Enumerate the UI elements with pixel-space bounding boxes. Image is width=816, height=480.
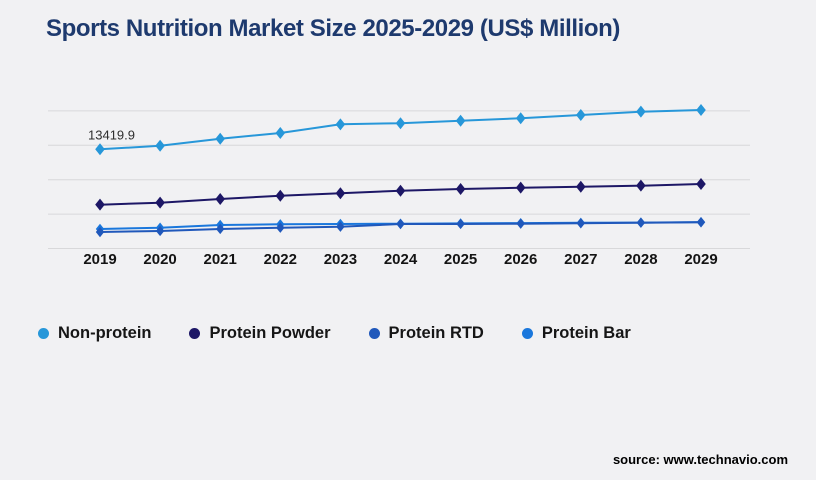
- data-point-marker: [696, 177, 706, 190]
- x-axis-tick-label: 2026: [504, 251, 537, 268]
- data-point-marker: [155, 139, 165, 152]
- data-point-marker: [395, 117, 406, 130]
- data-point-marker: [636, 105, 646, 118]
- x-axis-tick-label: 2028: [624, 251, 657, 268]
- data-point-marker: [275, 189, 286, 202]
- legend-label: Protein Powder: [209, 324, 331, 342]
- data-point-marker: [456, 218, 465, 230]
- legend-item-protein-bar: Protein Bar: [521, 324, 631, 343]
- data-point-marker: [395, 184, 406, 197]
- legend-item-protein-powder: Protein Powder: [189, 324, 331, 343]
- data-point-marker: [396, 218, 405, 230]
- x-axis-tick-label: 2029: [684, 251, 717, 268]
- data-point-marker: [155, 225, 165, 237]
- x-axis-ticks: 2019 2020 2021 2022 2023 2024 2025 2026 2027 2028…: [83, 251, 717, 268]
- data-point-marker: [516, 218, 525, 229]
- data-point-marker: [95, 226, 105, 238]
- chart-legend: Non-protein Protein Powder Protein RTD P…: [38, 324, 631, 343]
- x-axis-tick-label: 2025: [444, 251, 477, 268]
- legend-label: Protein RTD: [388, 324, 484, 342]
- data-point-marker: [696, 217, 706, 228]
- chart-title: Sports Nutrition Market Size 2025-2029 (…: [46, 15, 621, 42]
- data-point-marker: [155, 196, 165, 209]
- data-point-marker: [215, 192, 225, 205]
- data-point-marker: [636, 217, 646, 228]
- data-point-marker: [455, 114, 466, 127]
- data-point-marker: [335, 187, 346, 200]
- data-point-marker: [455, 182, 466, 195]
- data-point-marker: [336, 221, 345, 232]
- x-axis-tick-label: 2023: [324, 251, 357, 268]
- series-protein-rtd: [95, 217, 706, 238]
- data-point-marker: [335, 118, 346, 131]
- data-point-marker: [576, 180, 586, 193]
- data-point-marker: [216, 223, 225, 235]
- x-axis-tick-label: 2019: [83, 251, 116, 268]
- data-point-marker: [95, 143, 105, 156]
- x-axis-tick-label: 2024: [384, 251, 418, 268]
- x-axis-tick-label: 2027: [564, 251, 597, 268]
- legend-dot-icon: [368, 328, 380, 339]
- source-attribution: source: www.technavio.com: [612, 452, 788, 467]
- series-non-protein: [95, 103, 706, 156]
- data-label: 13419.9: [88, 127, 135, 142]
- data-point-marker: [576, 218, 585, 229]
- legend-item-non-protein: Non-protein: [38, 324, 151, 343]
- data-point-marker: [95, 198, 105, 211]
- data-point-marker: [275, 126, 286, 139]
- data-point-marker: [515, 181, 526, 194]
- legend-label: Non-protein: [58, 324, 152, 342]
- data-point-marker: [515, 112, 526, 125]
- x-axis-tick-label: 2021: [204, 251, 237, 268]
- legend-dot-icon: [521, 328, 533, 339]
- data-point-marker: [215, 132, 225, 145]
- data-point-marker: [696, 103, 706, 116]
- data-point-marker: [576, 109, 586, 122]
- x-axis-tick-label: 2022: [264, 251, 297, 268]
- legend-label: Protein Bar: [541, 324, 631, 342]
- x-axis-tick-label: 2020: [143, 251, 176, 268]
- legend-dot-icon: [189, 328, 201, 339]
- legend-item-protein-rtd: Protein RTD: [368, 324, 484, 343]
- data-point-marker: [636, 179, 646, 192]
- data-point-marker: [276, 222, 285, 233]
- series-protein-powder: [95, 177, 706, 211]
- legend-dot-icon: [38, 328, 49, 339]
